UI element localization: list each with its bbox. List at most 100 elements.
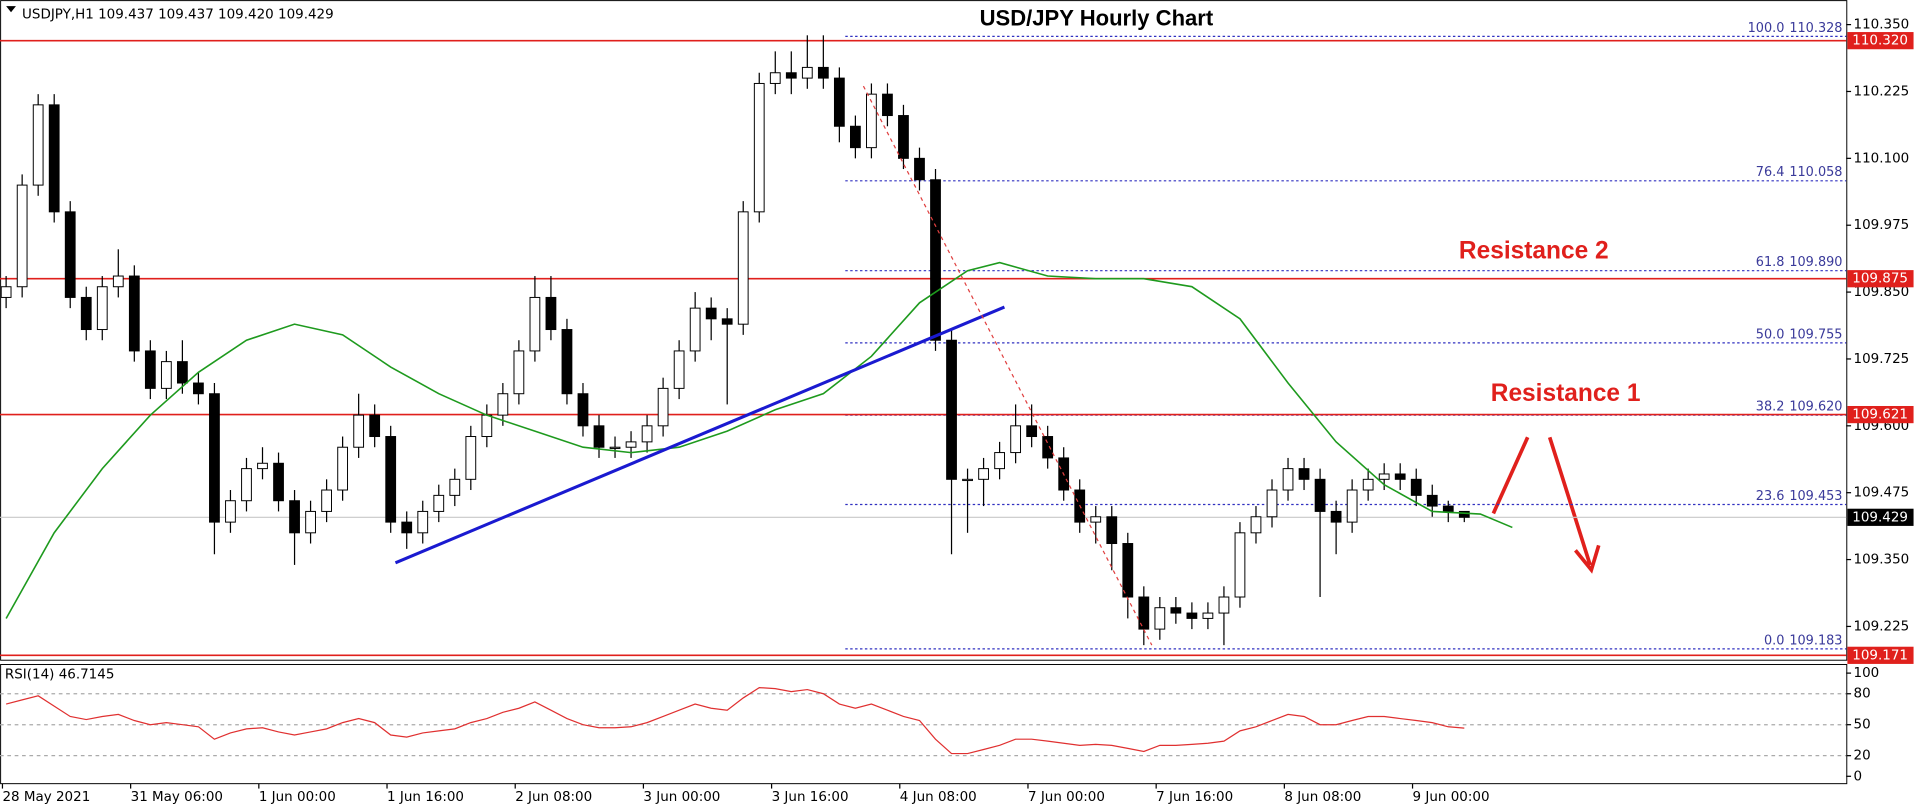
- candle-body: [1186, 612, 1198, 619]
- y-tick-label: 109.475: [1854, 485, 1910, 501]
- candle-body: [689, 307, 701, 352]
- x-tick-label: 7 Jun 00:00: [1028, 789, 1105, 805]
- candle-body: [898, 115, 909, 159]
- candle-body: [433, 494, 445, 512]
- candle-body: [128, 275, 140, 352]
- candle-body: [609, 446, 621, 449]
- x-tick-label: 3 Jun 16:00: [772, 789, 849, 805]
- arrow-up: [1491, 436, 1530, 515]
- candle-body: [1394, 473, 1406, 480]
- candle-body: [321, 489, 332, 512]
- x-tick-label: 28 May 2021: [2, 789, 90, 805]
- candle-body: [769, 72, 781, 84]
- annotation: Resistance 2: [1459, 237, 1609, 264]
- rsi-line: [5, 686, 1465, 755]
- candle-body: [1298, 468, 1310, 480]
- candle-body: [1442, 505, 1454, 512]
- candle-body: [241, 468, 252, 502]
- candle-body: [385, 436, 397, 523]
- candle-body: [1362, 478, 1374, 491]
- candle-body: [16, 184, 28, 288]
- candle-body: [801, 66, 813, 79]
- candle-body: [465, 436, 477, 480]
- y-tick-label: 110.100: [1854, 150, 1910, 166]
- candle-body: [513, 350, 525, 395]
- candle-body: [866, 93, 877, 149]
- candle-body: [1106, 516, 1118, 545]
- candle-body: [337, 446, 349, 491]
- candle-body: [785, 72, 797, 79]
- candle-body: [817, 66, 829, 79]
- fib-ratio: 38.2: [1756, 399, 1785, 414]
- level-label: 109.171: [1852, 647, 1908, 663]
- candle-body: [753, 82, 765, 213]
- candle-body: [1282, 468, 1294, 491]
- candle-body: [209, 393, 220, 523]
- x-tick-label: 1 Jun 16:00: [387, 789, 464, 805]
- candle-body: [849, 125, 861, 149]
- fib-price: 109.620: [1789, 399, 1842, 414]
- candle-body: [737, 211, 749, 325]
- candle-body: [1330, 510, 1342, 523]
- candle-body: [193, 382, 204, 395]
- x-tick-label: 9 Jun 00:00: [1413, 789, 1490, 805]
- level-label: 109.621: [1852, 407, 1908, 423]
- x-tick-label: 7 Jun 16:00: [1156, 789, 1233, 805]
- y-tick-label: 109.350: [1854, 552, 1910, 568]
- candle-body: [48, 104, 60, 213]
- level-label: 109.875: [1852, 271, 1908, 287]
- fib-label: 61.8 109.890: [1756, 255, 1843, 270]
- candle-body: [417, 510, 429, 534]
- level-label: 110.320: [1852, 33, 1908, 49]
- chart-title: USD/JPY Hourly Chart: [980, 5, 1214, 30]
- rsi-tick-label: 50: [1854, 717, 1871, 733]
- candle-body: [449, 478, 461, 496]
- fib-label: 0.0 109.183: [1764, 633, 1843, 648]
- current-price-box: [1847, 508, 1914, 526]
- candle-body: [32, 104, 44, 186]
- candle-body: [64, 211, 76, 298]
- x-tick-label: 2 Jun 08:00: [515, 789, 592, 805]
- candle-body: [353, 414, 365, 448]
- x-tick-label: 4 Jun 08:00: [900, 789, 977, 805]
- candle-body: [962, 478, 973, 482]
- fib-label: 100.0 110.328: [1748, 20, 1843, 35]
- rsi-tick-label: 80: [1854, 686, 1871, 702]
- candle-body: [273, 462, 284, 502]
- x-tick-label: 3 Jun 00:00: [643, 789, 720, 805]
- fib-ratio: 100.0: [1748, 20, 1785, 35]
- candle-body: [1010, 425, 1022, 454]
- rsi-tick-label: 100: [1854, 665, 1880, 681]
- candle-body: [96, 286, 108, 331]
- level-box: [1847, 270, 1914, 288]
- candle-body: [1042, 436, 1054, 459]
- rsi-tick-label: 0: [1854, 768, 1863, 784]
- candle-body: [593, 425, 605, 448]
- candle-body: [80, 296, 92, 331]
- candle-body: [225, 500, 236, 523]
- candle-body: [882, 93, 893, 117]
- y-tick-label: 110.350: [1854, 17, 1910, 33]
- candle-body: [401, 521, 413, 534]
- candle-body: [529, 296, 541, 352]
- level-box: [1847, 646, 1914, 664]
- header-icon: [6, 6, 16, 13]
- candle-body: [1458, 510, 1470, 518]
- candle-body: [0, 286, 12, 298]
- candle-body: [1218, 596, 1230, 614]
- candle-body: [1170, 607, 1182, 614]
- fib-price: 110.058: [1789, 165, 1842, 180]
- x-tick-label: 8 Jun 08:00: [1284, 789, 1361, 805]
- candle-body: [257, 462, 268, 470]
- x-tick-label: 1 Jun 00:00: [259, 789, 336, 805]
- rsi-pane: [0, 664, 1848, 785]
- candle-body: [176, 361, 188, 384]
- candle-body: [1154, 607, 1166, 630]
- header: USDJPY,H1 109.437 109.437 109.420 109.42…: [22, 7, 334, 23]
- candle-body: [497, 393, 509, 416]
- fib-label: 23.6 109.453: [1756, 488, 1843, 503]
- moving-average: [5, 261, 1513, 619]
- candle-body: [833, 77, 845, 127]
